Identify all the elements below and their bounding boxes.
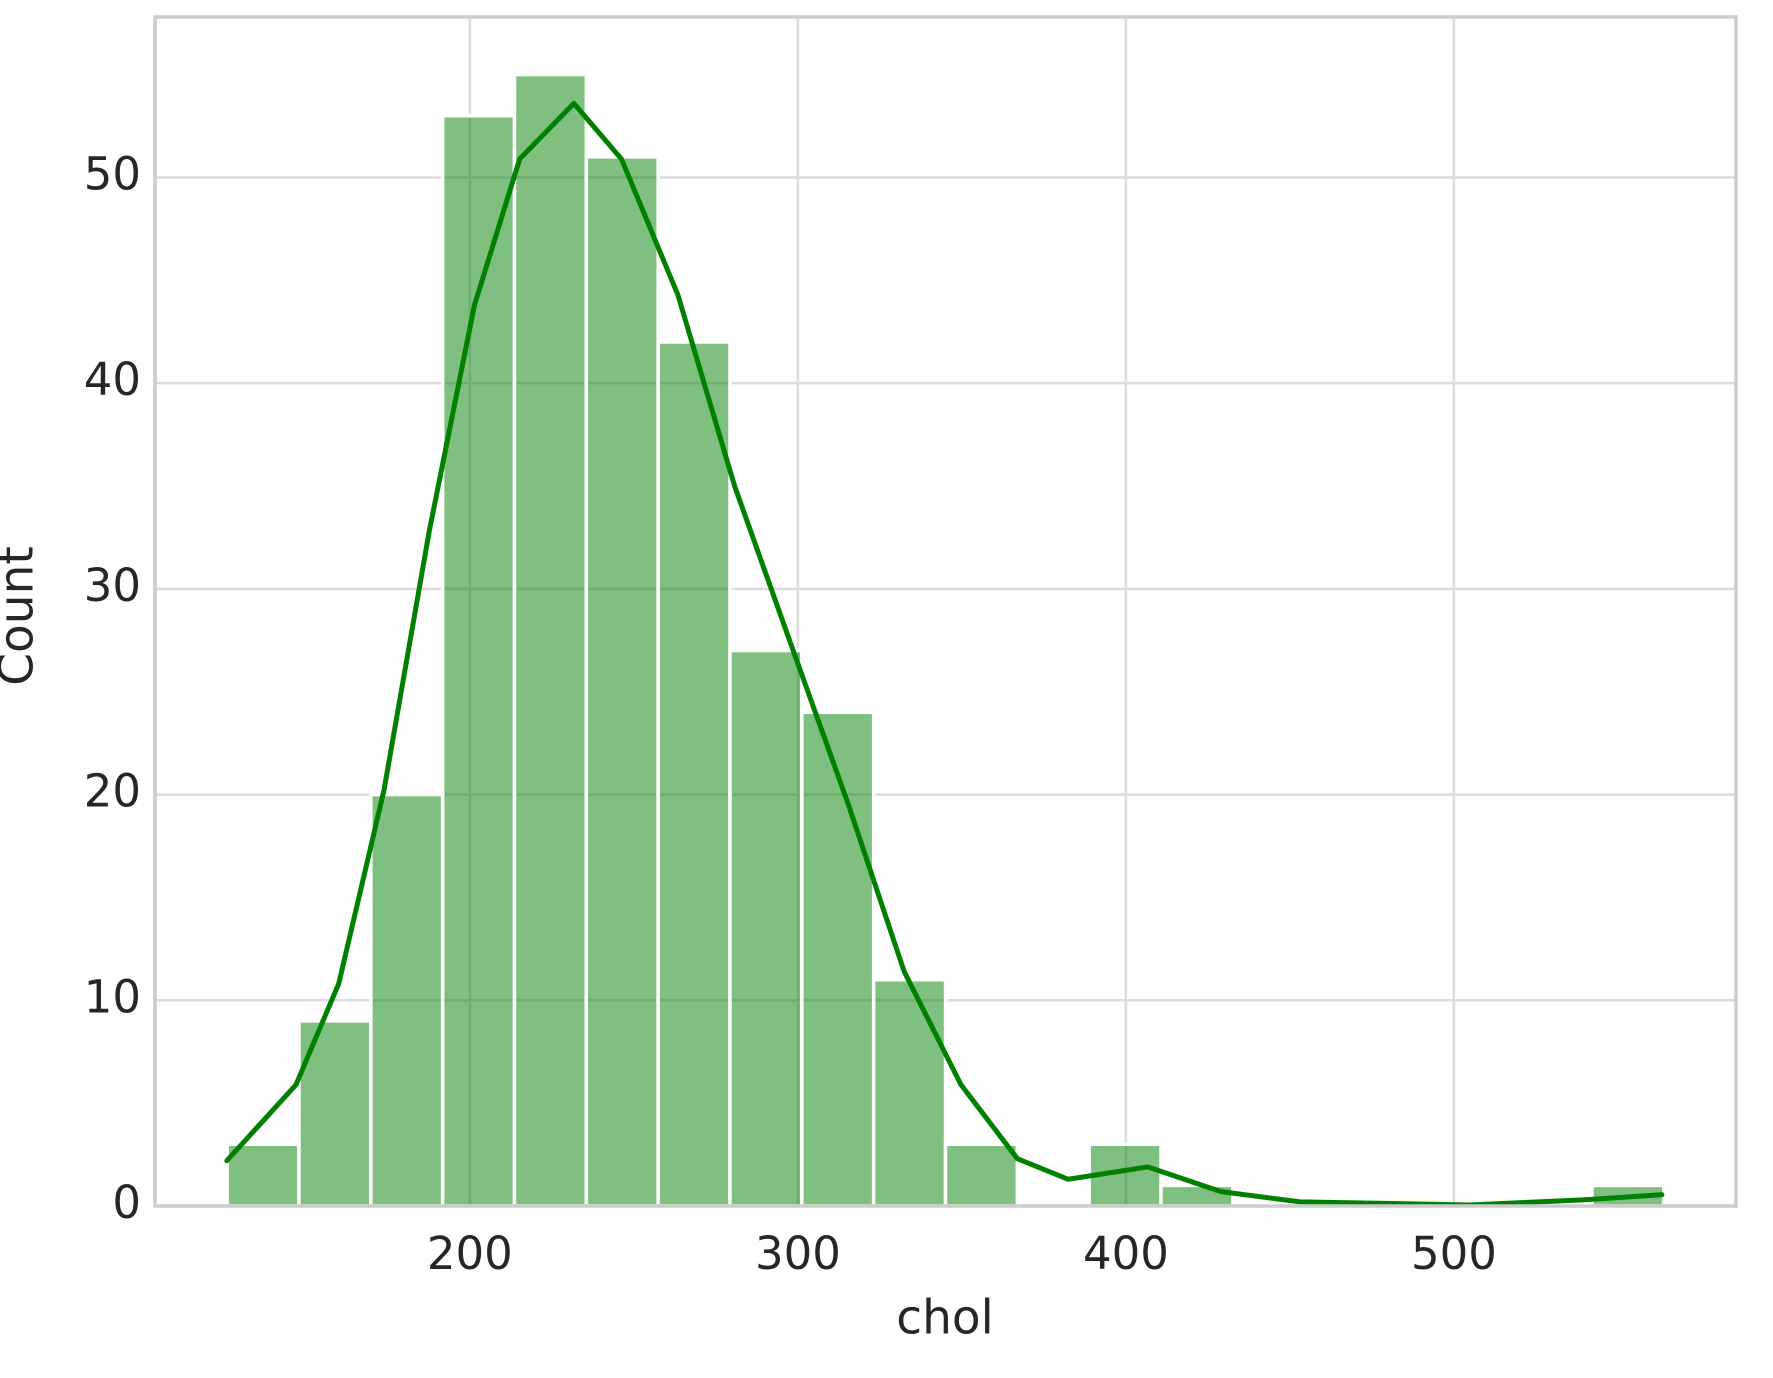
bar (369, 792, 445, 1208)
bar (800, 710, 876, 1208)
y-tick-label: 10 (84, 970, 141, 1023)
x-tick-label: 200 (427, 1227, 513, 1280)
y-tick-label: 0 (112, 1176, 141, 1229)
bar (225, 1142, 301, 1208)
kde-line (224, 100, 1665, 1208)
bar (656, 340, 732, 1208)
y-axis-label: Count (0, 546, 45, 686)
bar (871, 977, 948, 1208)
bar (943, 1142, 1020, 1208)
plot-frame (153, 15, 1738, 1208)
bar (728, 648, 804, 1208)
y-tick-label: 20 (84, 765, 141, 818)
x-tick-label: 400 (1083, 1227, 1169, 1280)
bar (584, 155, 660, 1208)
y-tick-label: 30 (84, 559, 141, 612)
y-tick-label: 40 (84, 353, 141, 406)
y-tick-label: 50 (84, 147, 141, 200)
x-tick-label: 500 (1411, 1227, 1497, 1280)
bar (512, 72, 589, 1208)
bar (440, 113, 517, 1208)
x-axis-label: chol (896, 1291, 993, 1346)
x-tick-label: 300 (755, 1227, 841, 1280)
bar (1159, 1183, 1235, 1208)
